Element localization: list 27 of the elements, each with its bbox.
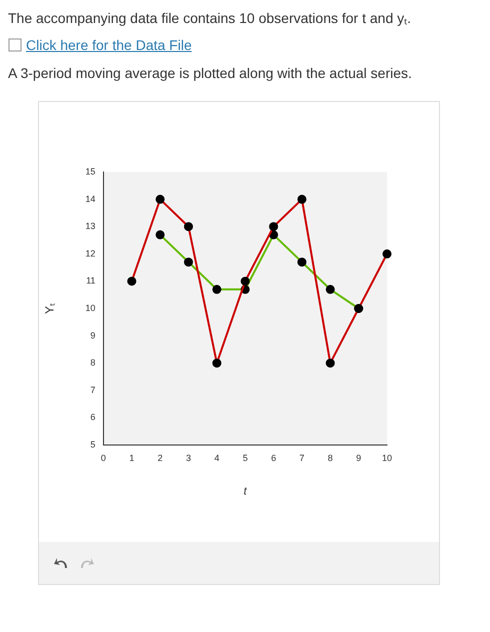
y-axis-title: Yₜ xyxy=(42,302,57,314)
x-tick-label: 8 xyxy=(328,452,333,463)
text: A 3-period moving average is plotted along with the actual series. xyxy=(8,65,413,81)
y-tick-label: 10 xyxy=(85,302,96,313)
y-tick-label: 13 xyxy=(85,221,96,232)
x-tick-label: 7 xyxy=(299,452,304,463)
y-tick-label: 14 xyxy=(85,194,96,204)
y-tick-label: 6 xyxy=(90,412,96,422)
x-tick-label: 1 xyxy=(129,452,134,463)
x-tick-label: 4 xyxy=(214,452,220,463)
chart-title: The accompanying data file contains 10 observations for t and yₜ. xyxy=(8,9,412,27)
x-tick-label: 2 xyxy=(158,452,163,463)
y-tick-label: 12 xyxy=(85,248,96,258)
y-tick-label: 9 xyxy=(90,330,96,340)
x-tick-label: 9 xyxy=(356,452,362,463)
y-tick-label: 15 xyxy=(85,166,96,176)
x-tick-label: 5 xyxy=(242,452,248,463)
text: Click here for the Data File xyxy=(26,37,192,53)
x-tick-label: 10 xyxy=(382,452,392,463)
y-tick-label: 7 xyxy=(90,384,96,395)
y-tick-label: 11 xyxy=(86,276,96,286)
y-tick-label: 8 xyxy=(90,358,96,368)
y-tick-label: 5 xyxy=(90,439,96,450)
x-tick-label: 3 xyxy=(186,452,191,463)
x-tick-label: 0 xyxy=(100,452,106,463)
x-axis-title: t xyxy=(244,485,248,498)
x-tick-label: 6 xyxy=(271,452,276,463)
